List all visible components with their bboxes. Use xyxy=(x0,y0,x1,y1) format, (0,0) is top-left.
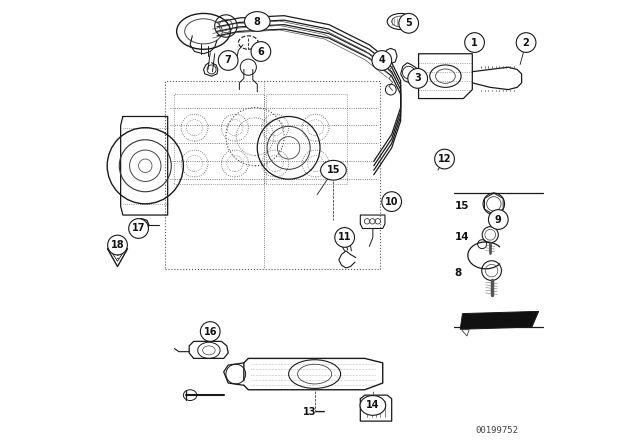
Circle shape xyxy=(435,149,454,169)
Text: 15: 15 xyxy=(455,201,469,211)
Text: 8: 8 xyxy=(254,17,260,26)
Bar xyxy=(174,94,264,184)
Bar xyxy=(266,94,347,184)
Text: 9: 9 xyxy=(495,215,502,224)
Circle shape xyxy=(399,13,419,33)
Polygon shape xyxy=(461,330,469,336)
Text: 18: 18 xyxy=(111,240,124,250)
Text: 10: 10 xyxy=(385,197,399,207)
Text: 15: 15 xyxy=(326,165,340,175)
Circle shape xyxy=(200,322,220,341)
Ellipse shape xyxy=(321,160,346,180)
Text: 17: 17 xyxy=(132,224,145,233)
Circle shape xyxy=(251,42,271,61)
Text: 6: 6 xyxy=(257,47,264,56)
Circle shape xyxy=(129,219,148,238)
Text: 14: 14 xyxy=(366,401,380,410)
Text: 8: 8 xyxy=(455,268,462,278)
Circle shape xyxy=(465,33,484,52)
Text: 3: 3 xyxy=(414,73,421,83)
Text: 14: 14 xyxy=(455,233,470,242)
Text: 12: 12 xyxy=(438,154,451,164)
Text: 13—: 13— xyxy=(303,407,326,417)
Text: 16: 16 xyxy=(204,327,217,336)
Circle shape xyxy=(218,51,238,70)
Circle shape xyxy=(372,51,392,70)
Circle shape xyxy=(335,228,355,247)
Text: 7: 7 xyxy=(225,56,232,65)
Circle shape xyxy=(382,192,401,211)
Bar xyxy=(165,81,380,269)
Text: !: ! xyxy=(116,252,119,261)
Text: 11: 11 xyxy=(338,233,351,242)
Text: 5: 5 xyxy=(405,18,412,28)
Text: 4: 4 xyxy=(378,56,385,65)
Circle shape xyxy=(108,235,127,255)
Circle shape xyxy=(488,210,508,229)
Ellipse shape xyxy=(360,396,386,415)
Ellipse shape xyxy=(244,12,270,31)
Text: 1: 1 xyxy=(471,38,478,47)
Circle shape xyxy=(408,69,428,88)
Text: 00199752: 00199752 xyxy=(476,426,518,435)
Polygon shape xyxy=(460,311,539,329)
Text: 2: 2 xyxy=(523,38,529,47)
Circle shape xyxy=(516,33,536,52)
